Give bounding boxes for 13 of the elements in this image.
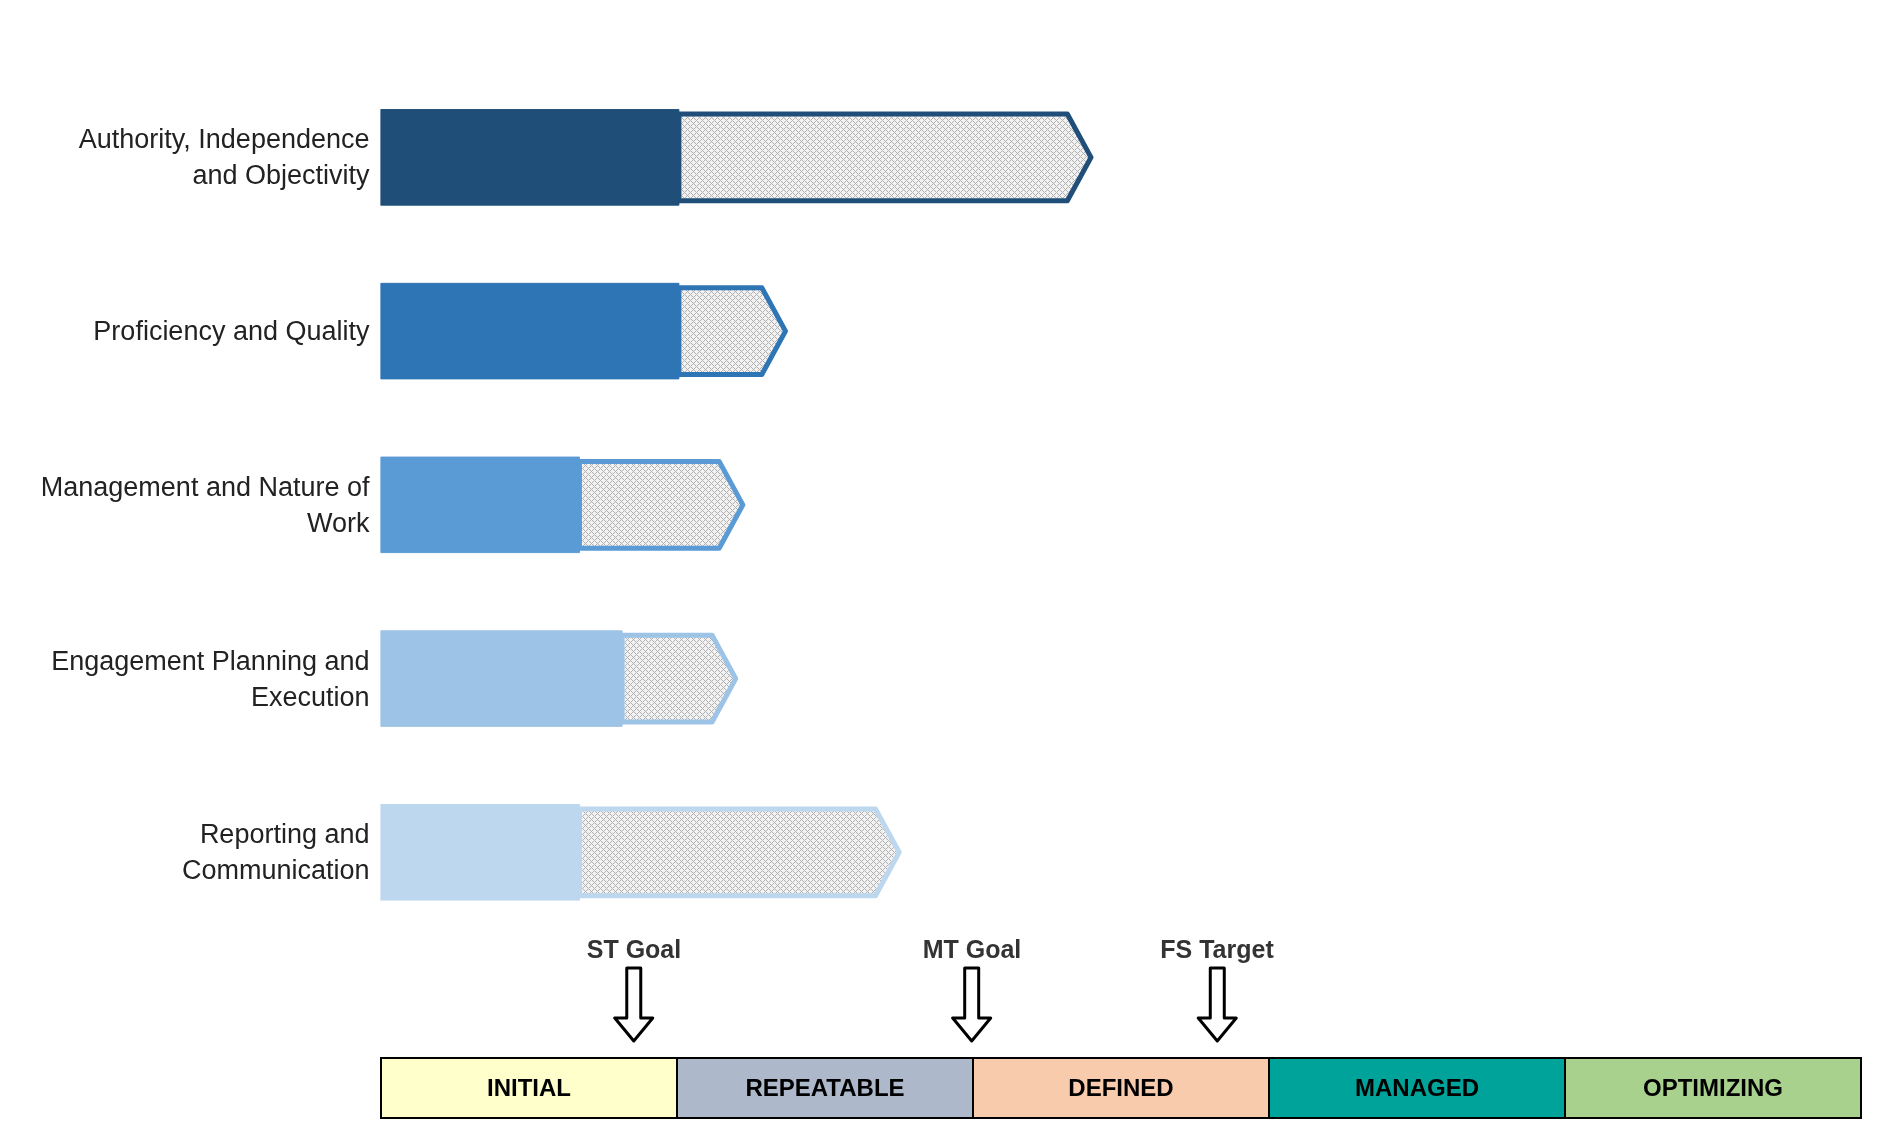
text: FS Target: [1160, 935, 1274, 964]
text: REPEATABLE: [677, 1058, 973, 1118]
text: INITIAL: [381, 1058, 677, 1118]
y-tick-label: Reporting and Communication: [181, 819, 370, 886]
annotation: ST Goal: [586, 935, 682, 964]
y-tick-label: Management and Nature of Work: [40, 471, 370, 538]
y-tick-label: Authority, Independence and Objectivity: [78, 124, 370, 191]
text: OPTIMIZING: [1565, 1058, 1861, 1118]
annotation: MT Goal: [922, 935, 1022, 964]
y-tick-label: Engagement Planning and Execution: [51, 645, 370, 712]
text: DEFINED: [973, 1058, 1269, 1118]
text: MANAGED: [1269, 1058, 1565, 1118]
y-tick-label: Proficiency and Quality: [93, 316, 370, 347]
